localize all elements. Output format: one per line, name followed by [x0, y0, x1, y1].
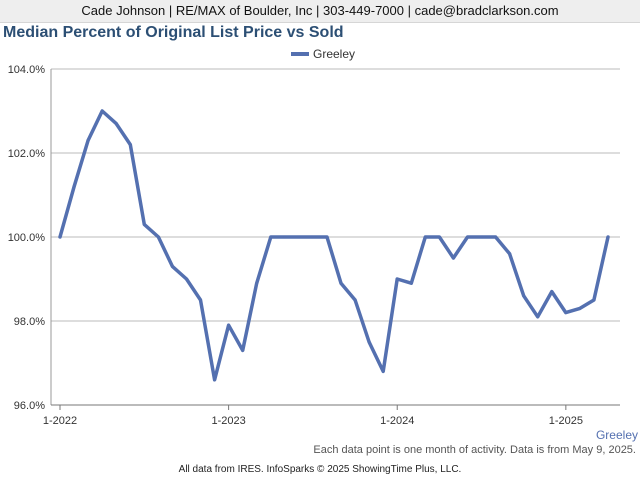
- data-point: [578, 306, 582, 310]
- data-point: [550, 290, 554, 294]
- y-tick-label: 98.0%: [14, 316, 45, 328]
- data-point: [241, 348, 245, 352]
- data-point: [339, 281, 343, 285]
- data-point: [564, 311, 568, 315]
- data-point: [199, 298, 203, 302]
- series-end-label: Greeley: [596, 428, 638, 442]
- data-point: [423, 235, 427, 239]
- data-point: [522, 294, 526, 298]
- data-point: [508, 252, 512, 256]
- data-point: [213, 378, 217, 382]
- y-tick-label: 102.0%: [8, 148, 46, 160]
- legend-label: Greeley: [313, 47, 355, 61]
- data-point: [156, 235, 160, 239]
- data-point: [437, 235, 441, 239]
- data-point: [86, 138, 90, 142]
- y-tick-label: 100.0%: [8, 232, 46, 244]
- data-point: [227, 323, 231, 327]
- data-point: [100, 109, 104, 113]
- data-point: [170, 264, 174, 268]
- chart-title: Median Percent of Original List Price vs…: [3, 24, 344, 41]
- data-credit: All data from IRES. InfoSparks © 2025 Sh…: [178, 464, 462, 475]
- data-point: [451, 256, 455, 260]
- data-point: [184, 277, 188, 281]
- y-tick-label: 96.0%: [14, 400, 45, 412]
- data-point: [114, 122, 118, 126]
- data-point: [311, 235, 315, 239]
- series-line-greeley: [58, 109, 610, 382]
- data-point: [269, 235, 273, 239]
- x-tick-label: 1-2022: [43, 415, 77, 427]
- data-point: [353, 298, 357, 302]
- x-tick-label: 1-2023: [211, 415, 245, 427]
- data-point: [325, 235, 329, 239]
- data-point: [142, 222, 146, 226]
- agent-contact-banner: Cade Johnson | RE/MAX of Boulder, Inc | …: [0, 0, 640, 23]
- x-tick-label: 1-2025: [549, 415, 583, 427]
- data-point: [409, 281, 413, 285]
- data-point: [381, 369, 385, 373]
- x-tick-label: 1-2024: [380, 415, 414, 427]
- data-point: [606, 235, 610, 239]
- data-point: [480, 235, 484, 239]
- data-point: [72, 185, 76, 189]
- data-point: [536, 315, 540, 319]
- data-point: [128, 143, 132, 147]
- gridlines: [51, 68, 620, 406]
- legend: Greeley: [291, 47, 355, 61]
- axes: [50, 69, 620, 410]
- labels: 96.0% 98.0% 100.0% 102.0% 104.0% 1-2022 1-2023…: [8, 64, 638, 442]
- y-tick-label: 104.0%: [8, 64, 46, 76]
- data-point: [395, 277, 399, 281]
- data-point: [465, 235, 469, 239]
- data-point: [367, 340, 371, 344]
- data-point: [255, 281, 259, 285]
- series-layer: [58, 109, 610, 382]
- data-point: [58, 235, 62, 239]
- data-point: [283, 235, 287, 239]
- data-point: [494, 235, 498, 239]
- data-point: [297, 235, 301, 239]
- data-footnote: Each data point is one month of activity…: [313, 444, 636, 456]
- data-point: [592, 298, 596, 302]
